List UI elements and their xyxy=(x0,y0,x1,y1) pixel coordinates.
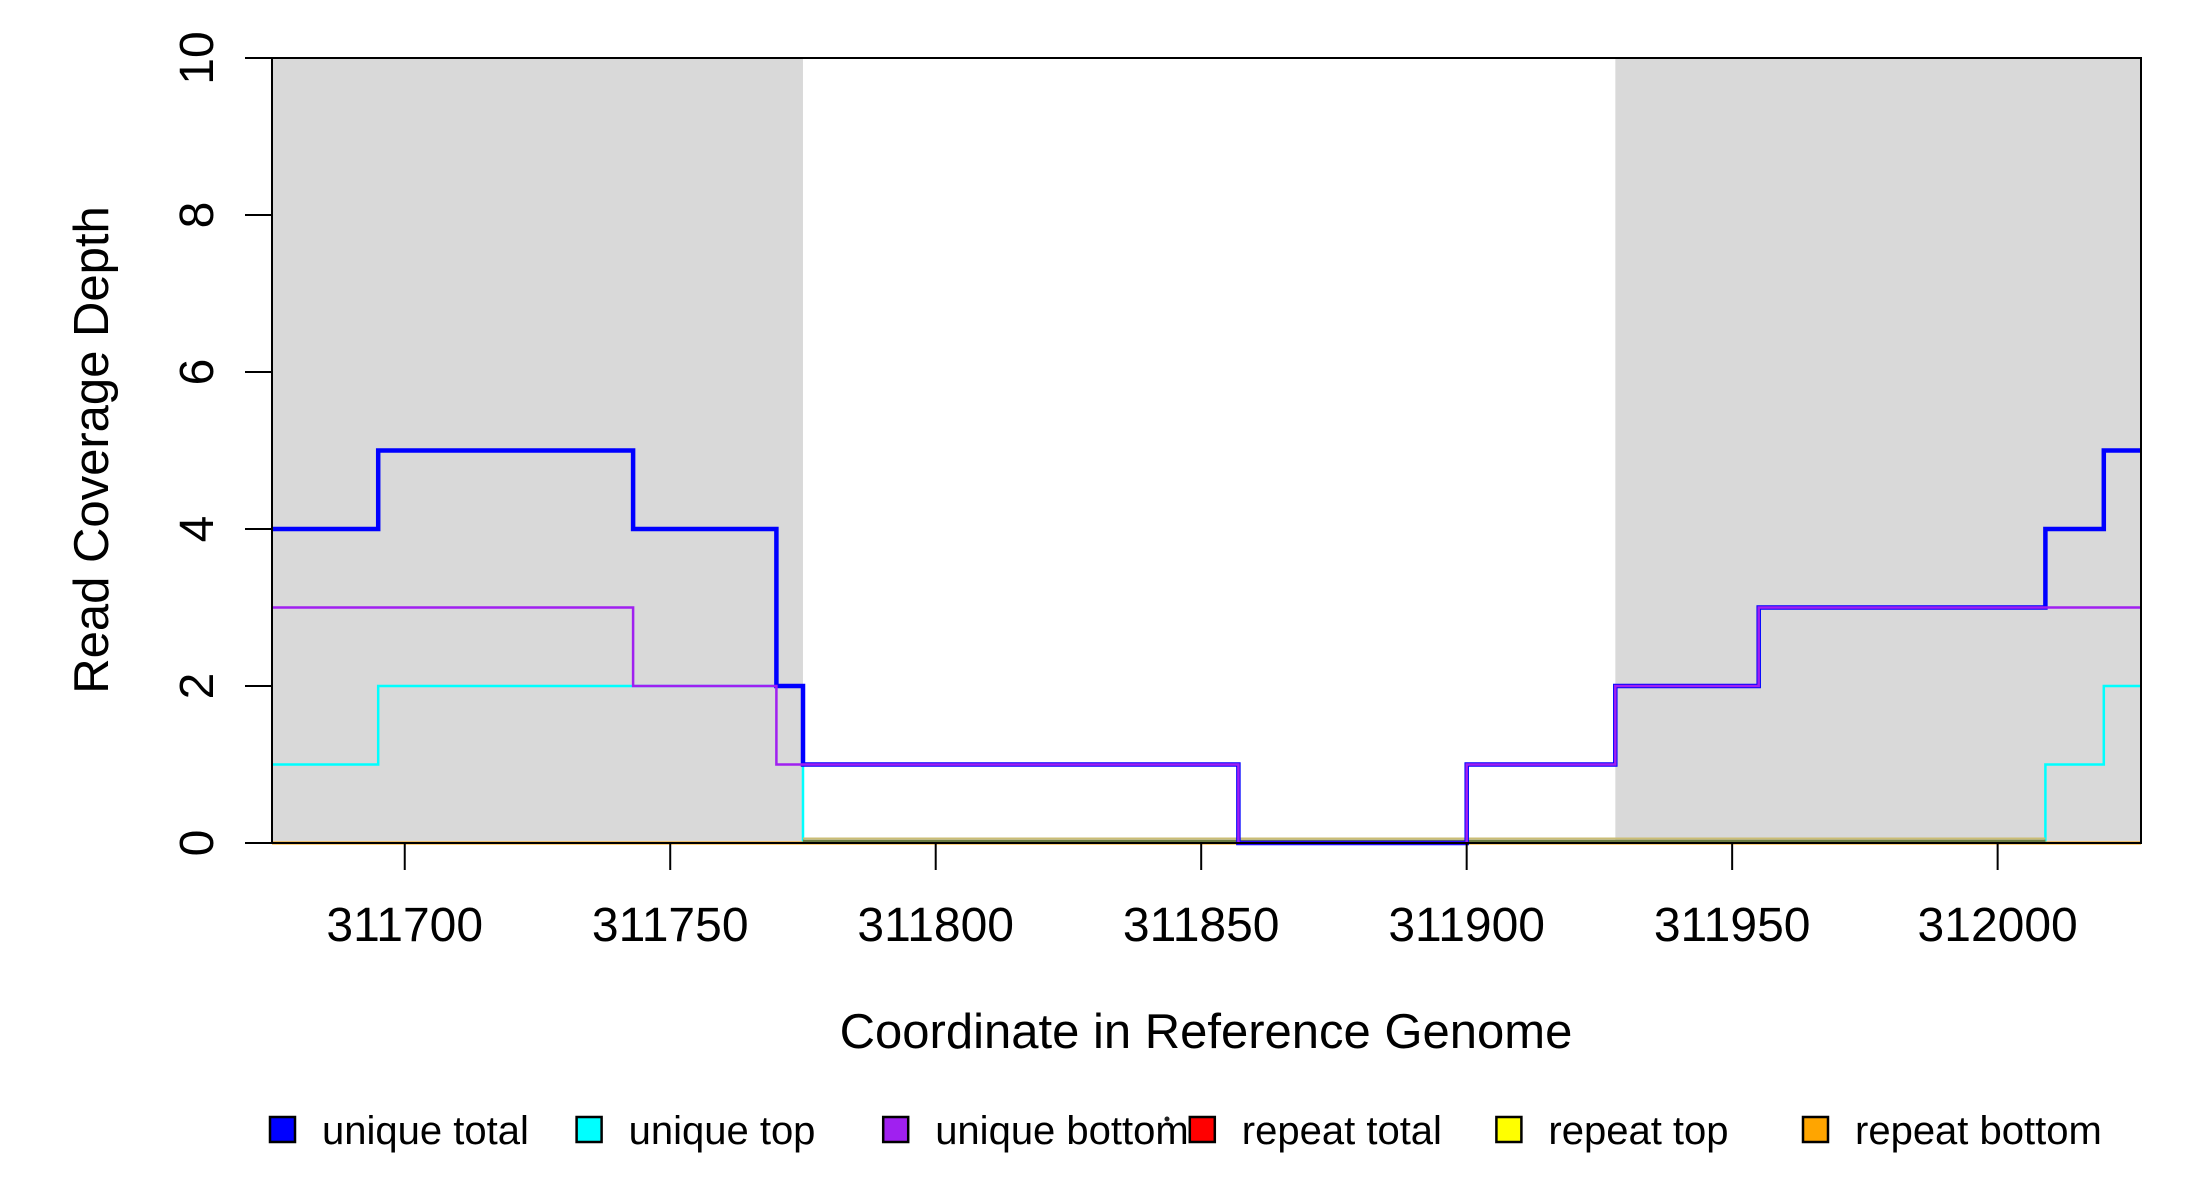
x-tick-label: 311750 xyxy=(592,899,749,952)
legend-swatch xyxy=(575,1115,603,1144)
shaded-regions xyxy=(272,58,2141,843)
y-tick-label: 2 xyxy=(171,673,224,700)
legend-label: repeat top xyxy=(1548,1109,1728,1153)
legend-label: unique top xyxy=(629,1109,816,1153)
legend-item-unique-total: unique total xyxy=(268,1109,529,1153)
x-tick-label: 311950 xyxy=(1654,899,1811,952)
x-tick-label: 311800 xyxy=(857,899,1014,952)
x-tick-label: 312000 xyxy=(1918,899,2078,952)
legend-swatch xyxy=(1188,1115,1217,1144)
y-tick-label: 10 xyxy=(171,31,224,84)
legend-item-unique-bottom: unique bottom xyxy=(881,1109,1189,1153)
stray-dot xyxy=(1164,1116,1170,1122)
legend-label: unique total xyxy=(322,1109,529,1153)
legend-item-repeat-bottom: repeat bottom xyxy=(1801,1109,2102,1153)
plot-box xyxy=(271,57,2142,844)
y-tick-label: 4 xyxy=(171,516,224,543)
legend-label: repeat bottom xyxy=(1855,1109,2102,1153)
plot-box-layer xyxy=(271,57,2142,844)
legend-label: repeat total xyxy=(1242,1109,1442,1153)
x-axis-title: Coordinate in Reference Genome xyxy=(840,1005,1573,1059)
legend: unique total unique top unique bottom repea… xyxy=(268,1109,2102,1153)
shaded-region-2 xyxy=(1615,58,2141,843)
x-tick-label: 311850 xyxy=(1123,899,1280,952)
legend-swatch xyxy=(1495,1115,1523,1144)
legend-item-repeat-top: repeat top xyxy=(1495,1109,1729,1153)
legend-swatch xyxy=(1801,1115,1830,1144)
legend-swatch xyxy=(881,1115,910,1144)
axes-layer: 311700 311750 311800 311850 311900 311950 3120… xyxy=(171,31,2078,952)
y-tick-label: 6 xyxy=(171,359,224,386)
x-tick-label: 311900 xyxy=(1388,899,1545,952)
legend-item-unique-top: unique top xyxy=(575,1109,816,1153)
y-tick-label: 8 xyxy=(171,202,224,229)
legend-label: unique bottom xyxy=(935,1109,1189,1153)
y-tick-label: 0 xyxy=(171,830,224,857)
x-tick-label: 311700 xyxy=(326,899,483,952)
legend-swatch xyxy=(268,1115,297,1144)
y-axis-title: Read Coverage Depth xyxy=(65,206,119,694)
legend-item-repeat-total: repeat total xyxy=(1188,1109,1442,1153)
